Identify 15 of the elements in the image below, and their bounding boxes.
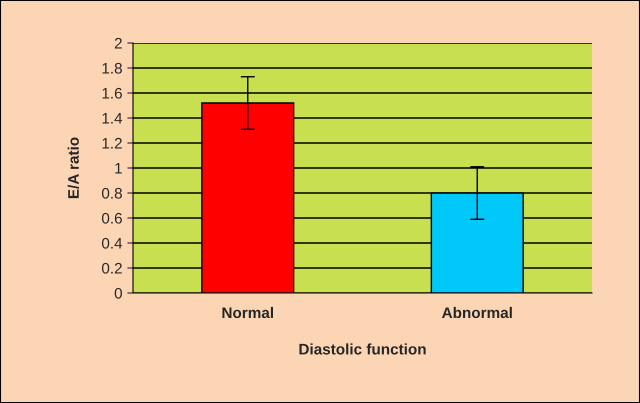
y-axis-title: E/A ratio bbox=[68, 137, 80, 198]
y-tick-label: 1.6 bbox=[102, 88, 122, 99]
y-tick-label: 2 bbox=[114, 38, 122, 49]
x-tick-label: Normal bbox=[222, 306, 273, 318]
y-tick-label: 1.4 bbox=[102, 113, 122, 124]
y-tick-label: 0 bbox=[114, 288, 122, 299]
y-tick-label: 0.4 bbox=[102, 238, 122, 249]
y-tick-label: 1 bbox=[115, 163, 122, 174]
y-tick-label: 0.6 bbox=[102, 212, 122, 224]
y-tick-label: 0.8 bbox=[102, 188, 122, 199]
x-axis-title: Diastolic function bbox=[299, 343, 426, 355]
y-tick-label: 1.2 bbox=[102, 138, 122, 149]
y-tick-label: 1.8 bbox=[102, 62, 122, 74]
y-tick-label: 0.2 bbox=[102, 262, 122, 274]
x-tick-label: Abnormal bbox=[442, 306, 512, 318]
